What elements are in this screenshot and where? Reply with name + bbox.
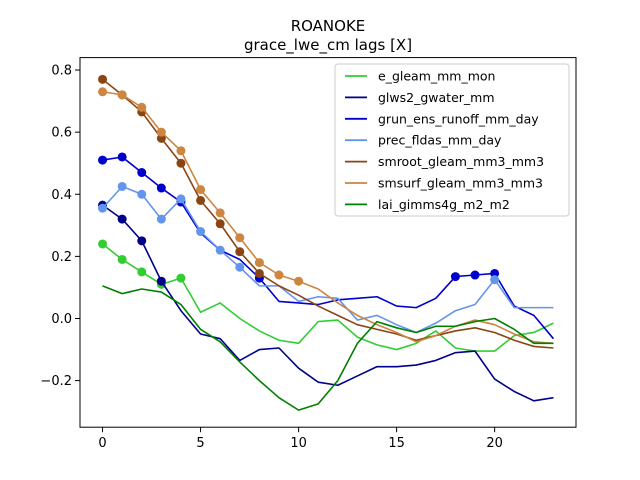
legend-item: lai_gimms4g_m2_m2 [345, 197, 510, 212]
data-point [98, 74, 108, 84]
data-point [235, 233, 245, 243]
legend: e_gleam_mm_mon glws2_gwater_mm grun_ens_ru… [334, 63, 570, 217]
y-tick-label: 0.4 [51, 188, 72, 203]
y-tick-label: 0.8 [51, 64, 72, 79]
x-tick-label: 5 [196, 436, 204, 451]
data-point [215, 208, 225, 218]
series-line [102, 204, 554, 402]
data-point [98, 239, 108, 249]
data-point [117, 152, 127, 162]
chart-title: ROANOKE [291, 17, 366, 35]
data-point [254, 268, 264, 278]
legend-item: e_gleam_mm_mon [345, 69, 495, 84]
data-point [98, 155, 108, 165]
y-tick-label: 0.6 [51, 126, 72, 141]
series-lai_gimms4g_m2_m2 [102, 285, 554, 411]
y-tick-label: 0.2 [51, 250, 72, 265]
data-point [215, 245, 225, 255]
data-point [274, 270, 284, 280]
data-point [156, 276, 166, 286]
series-line [101, 185, 554, 334]
y-axis: −0.2 0.0 0.2 0.4 0.6 0.8 [40, 64, 80, 389]
data-point [235, 247, 245, 257]
data-point [117, 254, 127, 264]
legend-label: smroot_gleam_mm3_mm3 [378, 154, 544, 169]
data-point [137, 267, 147, 277]
legend-label: prec_fldas_mm_day [378, 133, 502, 148]
series-prec_fldas_mm_day [98, 181, 554, 334]
data-point [137, 102, 147, 112]
data-point [98, 87, 108, 97]
data-point [156, 214, 166, 224]
data-point [215, 219, 225, 229]
y-tick-label: −0.2 [40, 374, 72, 389]
series-line [102, 78, 554, 349]
data-point [196, 227, 206, 237]
data-point [137, 189, 147, 199]
data-point [156, 183, 166, 193]
x-tick-label: 10 [290, 436, 307, 451]
data-point [156, 127, 166, 137]
data-point [176, 158, 186, 168]
data-point [176, 194, 186, 204]
y-tick-label: 0.0 [51, 312, 72, 327]
data-point [117, 181, 127, 191]
data-point [294, 276, 304, 286]
x-axis: 0 5 10 15 20 [98, 427, 503, 451]
legend-item: grun_ens_runoff_mm_day [345, 111, 539, 126]
chart-subtitle: grace_lwe_cm lags [X] [244, 36, 412, 55]
x-tick-label: 0 [98, 436, 106, 451]
data-point [254, 258, 264, 268]
data-point [235, 262, 245, 272]
data-point [470, 270, 480, 280]
data-point [176, 146, 186, 156]
data-point [196, 195, 206, 205]
data-point [156, 133, 166, 143]
data-point [117, 90, 127, 100]
data-point [137, 168, 147, 178]
legend-label: grun_ens_runoff_mm_day [378, 111, 539, 126]
legend-item: smroot_gleam_mm3_mm3 [345, 154, 544, 169]
data-point [117, 214, 127, 224]
data-point [490, 275, 500, 285]
legend-label: lai_gimms4g_m2_m2 [378, 197, 510, 212]
data-point [98, 203, 108, 213]
series-layer [98, 74, 555, 411]
data-point [176, 273, 186, 283]
legend-box [334, 63, 570, 217]
data-point [450, 272, 460, 282]
plot-frame [79, 57, 577, 428]
legend-item: prec_fldas_mm_day [345, 133, 502, 148]
x-tick-label: 15 [388, 436, 405, 451]
legend-item: smsurf_gleam_mm3_mm3 [345, 176, 543, 191]
data-point [490, 268, 500, 278]
legend-label: smsurf_gleam_mm3_mm3 [378, 176, 543, 191]
legend-item: glws2_gwater_mm [345, 90, 495, 105]
data-point [137, 236, 147, 246]
series-line [102, 285, 554, 411]
legend-label: e_gleam_mm_mon [378, 69, 495, 84]
legend-label: glws2_gwater_mm [378, 90, 495, 105]
data-point [196, 185, 206, 195]
x-tick-label: 20 [486, 436, 503, 451]
